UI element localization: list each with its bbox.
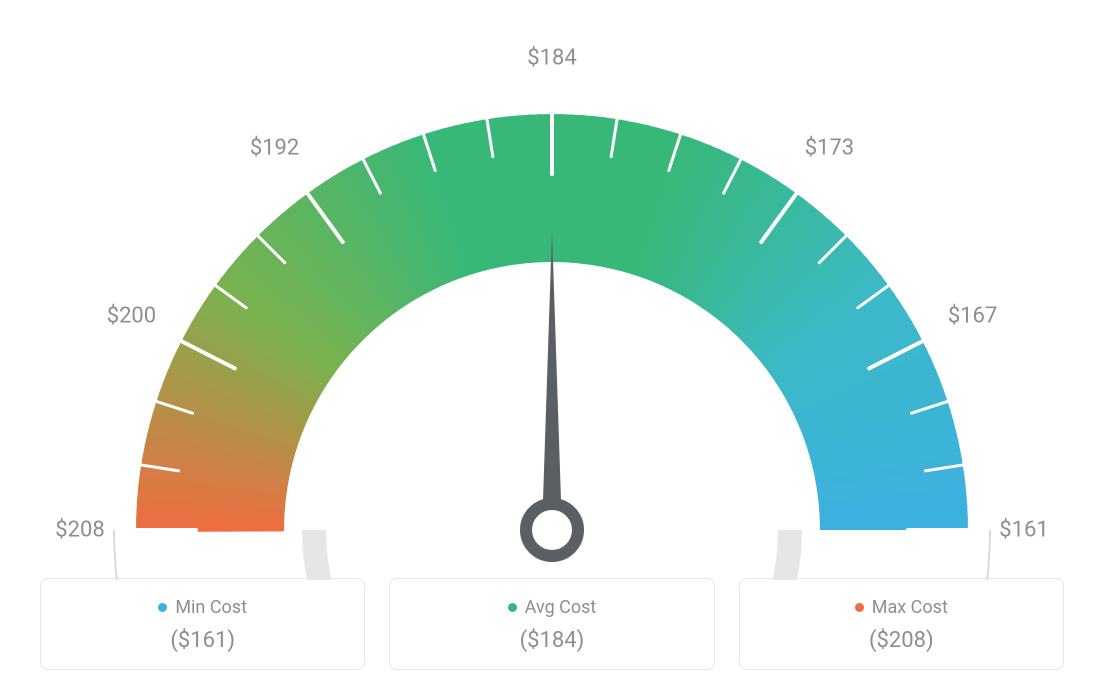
legend-label-max: Max Cost <box>872 597 948 618</box>
legend-dot-min <box>158 603 167 612</box>
legend-dot-max <box>855 603 864 612</box>
legend-value-avg: ($184) <box>400 628 703 653</box>
legend-label-avg: Avg Cost <box>525 597 597 618</box>
legend-card-min: Min Cost ($161) <box>40 578 365 670</box>
gauge-tick-label: $208 <box>55 518 104 543</box>
gauge-tick-label: $192 <box>250 136 299 161</box>
legend-title-max: Max Cost <box>855 597 948 618</box>
legend-value-max: ($208) <box>750 628 1053 653</box>
legend-title-avg: Avg Cost <box>508 597 597 618</box>
gauge-tick-label: $184 <box>527 46 576 71</box>
legend-card-avg: Avg Cost ($184) <box>389 578 714 670</box>
legend-row: Min Cost ($161) Avg Cost ($184) Max Cost… <box>40 578 1064 670</box>
gauge-tick-label: $173 <box>805 136 854 161</box>
legend-title-min: Min Cost <box>158 597 247 618</box>
legend-dot-avg <box>508 603 517 612</box>
gauge-tick-label: $200 <box>107 303 156 328</box>
legend-card-max: Max Cost ($208) <box>739 578 1064 670</box>
gauge-tick-label: $161 <box>999 518 1048 543</box>
legend-label-min: Min Cost <box>175 597 247 618</box>
legend-value-min: ($161) <box>51 628 354 653</box>
gauge-chart: $161 $167 $173 $184 $192 $200 $208 <box>0 0 1104 580</box>
gauge-svg <box>0 0 1104 580</box>
gauge-tick-label: $167 <box>948 303 997 328</box>
